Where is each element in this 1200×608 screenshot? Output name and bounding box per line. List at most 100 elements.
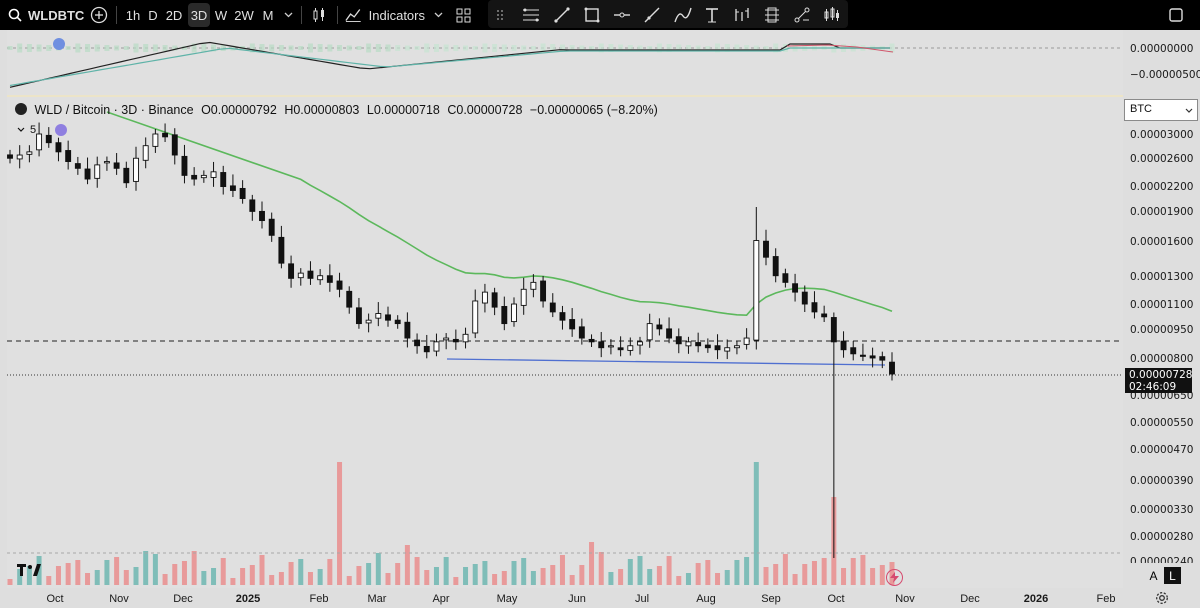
oscillator-bar	[172, 45, 178, 51]
candle-body	[792, 283, 799, 293]
chart-area[interactable]	[7, 30, 1123, 588]
oscillator-bar	[424, 43, 430, 53]
volume-bar	[598, 552, 604, 585]
candle-body	[297, 272, 304, 279]
volume-bar	[656, 566, 662, 585]
pattern-tool[interactable]	[730, 0, 754, 30]
interval-2w-button[interactable]: 2W	[234, 7, 254, 23]
volume-bar	[627, 559, 633, 585]
volume-bar	[676, 576, 682, 585]
volume-bar	[230, 578, 236, 585]
measure-tool[interactable]	[790, 0, 814, 30]
candlestick-series	[7, 122, 895, 558]
rectangle-tool[interactable]	[580, 0, 604, 30]
candle-body	[782, 273, 789, 283]
volume-bar	[414, 557, 420, 585]
candle-body	[74, 163, 81, 169]
oscillator-bar	[307, 43, 313, 53]
volume-bar	[269, 575, 275, 585]
horizontal-ray-tool[interactable]	[610, 0, 634, 30]
fib-retracement-tool[interactable]	[518, 0, 544, 30]
chevron-down-icon	[1185, 108, 1193, 113]
currency-select[interactable]: BTC	[1124, 99, 1198, 121]
price-axis-label: 0.00000650	[1130, 390, 1194, 402]
ray-tool[interactable]	[640, 0, 664, 30]
volume-bar	[879, 565, 885, 585]
candle-body	[191, 174, 198, 180]
candle-body	[55, 142, 62, 153]
candle-body	[714, 345, 721, 351]
price-axis-label: 0.00000390	[1130, 475, 1194, 487]
volume-bar	[143, 551, 149, 585]
oscillator-bar	[589, 46, 595, 50]
oscillator-bar	[75, 43, 81, 53]
price-axis-label: 0.00000240	[1130, 556, 1194, 563]
auto-scale-button[interactable]: A	[1149, 568, 1158, 583]
oscillator-bar	[385, 44, 391, 52]
oscillator-bar	[278, 45, 284, 51]
candle-body	[133, 157, 139, 182]
indicators-button[interactable]: Indicators	[345, 0, 425, 30]
chart-type-button[interactable]	[308, 0, 330, 30]
interval-2d-button[interactable]: 2D	[165, 7, 183, 23]
indicator-badge-icon[interactable]	[55, 124, 67, 136]
compare-symbol-button[interactable]	[89, 0, 109, 30]
interval-dropdown-button[interactable]	[281, 0, 295, 30]
axis-settings-button[interactable]	[1155, 591, 1169, 608]
candle-body	[879, 356, 886, 361]
candle-body	[123, 167, 130, 184]
support-trend-line[interactable]	[446, 358, 886, 366]
chart-canvas[interactable]	[7, 30, 1123, 588]
volume-bar	[744, 557, 750, 585]
interval-3d-button[interactable]: 3D	[188, 3, 210, 27]
layout-button[interactable]	[453, 0, 473, 30]
oscillator-refresh-icon[interactable]	[53, 38, 65, 50]
time-axis[interactable]	[0, 588, 1200, 608]
oscillator-bar	[463, 45, 469, 51]
tradingview-logo-icon	[17, 564, 41, 576]
icon-tool[interactable]	[820, 0, 844, 30]
volume-bar	[65, 563, 71, 585]
oscillator-bar	[676, 44, 682, 52]
volume-bar	[385, 573, 391, 585]
volume-bar	[472, 564, 478, 585]
alert-bolt-button[interactable]	[886, 569, 903, 586]
legend-title[interactable]: WLD / Bitcoin · 3D · Binance	[34, 103, 194, 117]
candle-body	[830, 317, 837, 343]
interval-1h-button[interactable]: 1h	[125, 7, 141, 23]
indicators-dropdown-button[interactable]	[432, 0, 444, 30]
pattern-icon	[735, 8, 749, 21]
oscillator-bar	[181, 46, 187, 50]
trend-line-tool[interactable]	[550, 0, 574, 30]
log-scale-button[interactable]: L	[1164, 567, 1181, 584]
interval-d-button[interactable]: D	[148, 7, 158, 23]
price-axis[interactable]	[1123, 30, 1200, 588]
oscillator-bar	[550, 44, 556, 52]
oscillator-bar	[656, 43, 662, 53]
oscillator-bar	[569, 45, 575, 51]
candle-pattern-icon	[824, 7, 839, 21]
volume-bar	[811, 561, 817, 585]
brush-tool[interactable]	[670, 0, 696, 30]
text-icon	[706, 8, 718, 23]
text-tool[interactable]	[700, 0, 724, 30]
volume-bar	[559, 555, 565, 585]
volume-bar	[540, 568, 546, 585]
volume-bar	[463, 567, 469, 585]
forecast-tool[interactable]	[760, 0, 784, 30]
volume-bar	[327, 559, 333, 585]
candle-body	[103, 161, 110, 164]
drawing-strip-handle[interactable]	[493, 0, 507, 30]
indicators-collapse-toggle[interactable]: 5	[17, 124, 36, 136]
candle-body	[540, 280, 547, 302]
interval-m-button[interactable]: M	[262, 7, 274, 23]
volume-bar	[821, 558, 827, 585]
candle-body	[142, 145, 149, 161]
volume-bar	[17, 569, 23, 585]
tradingview-logo[interactable]	[17, 564, 43, 583]
oscillator-bar	[337, 45, 343, 51]
volume-bar	[298, 559, 304, 585]
fullscreen-button[interactable]	[1164, 0, 1188, 30]
interval-w-button[interactable]: W	[214, 7, 228, 23]
symbol-search-button[interactable]: WLDBTC	[8, 0, 88, 30]
